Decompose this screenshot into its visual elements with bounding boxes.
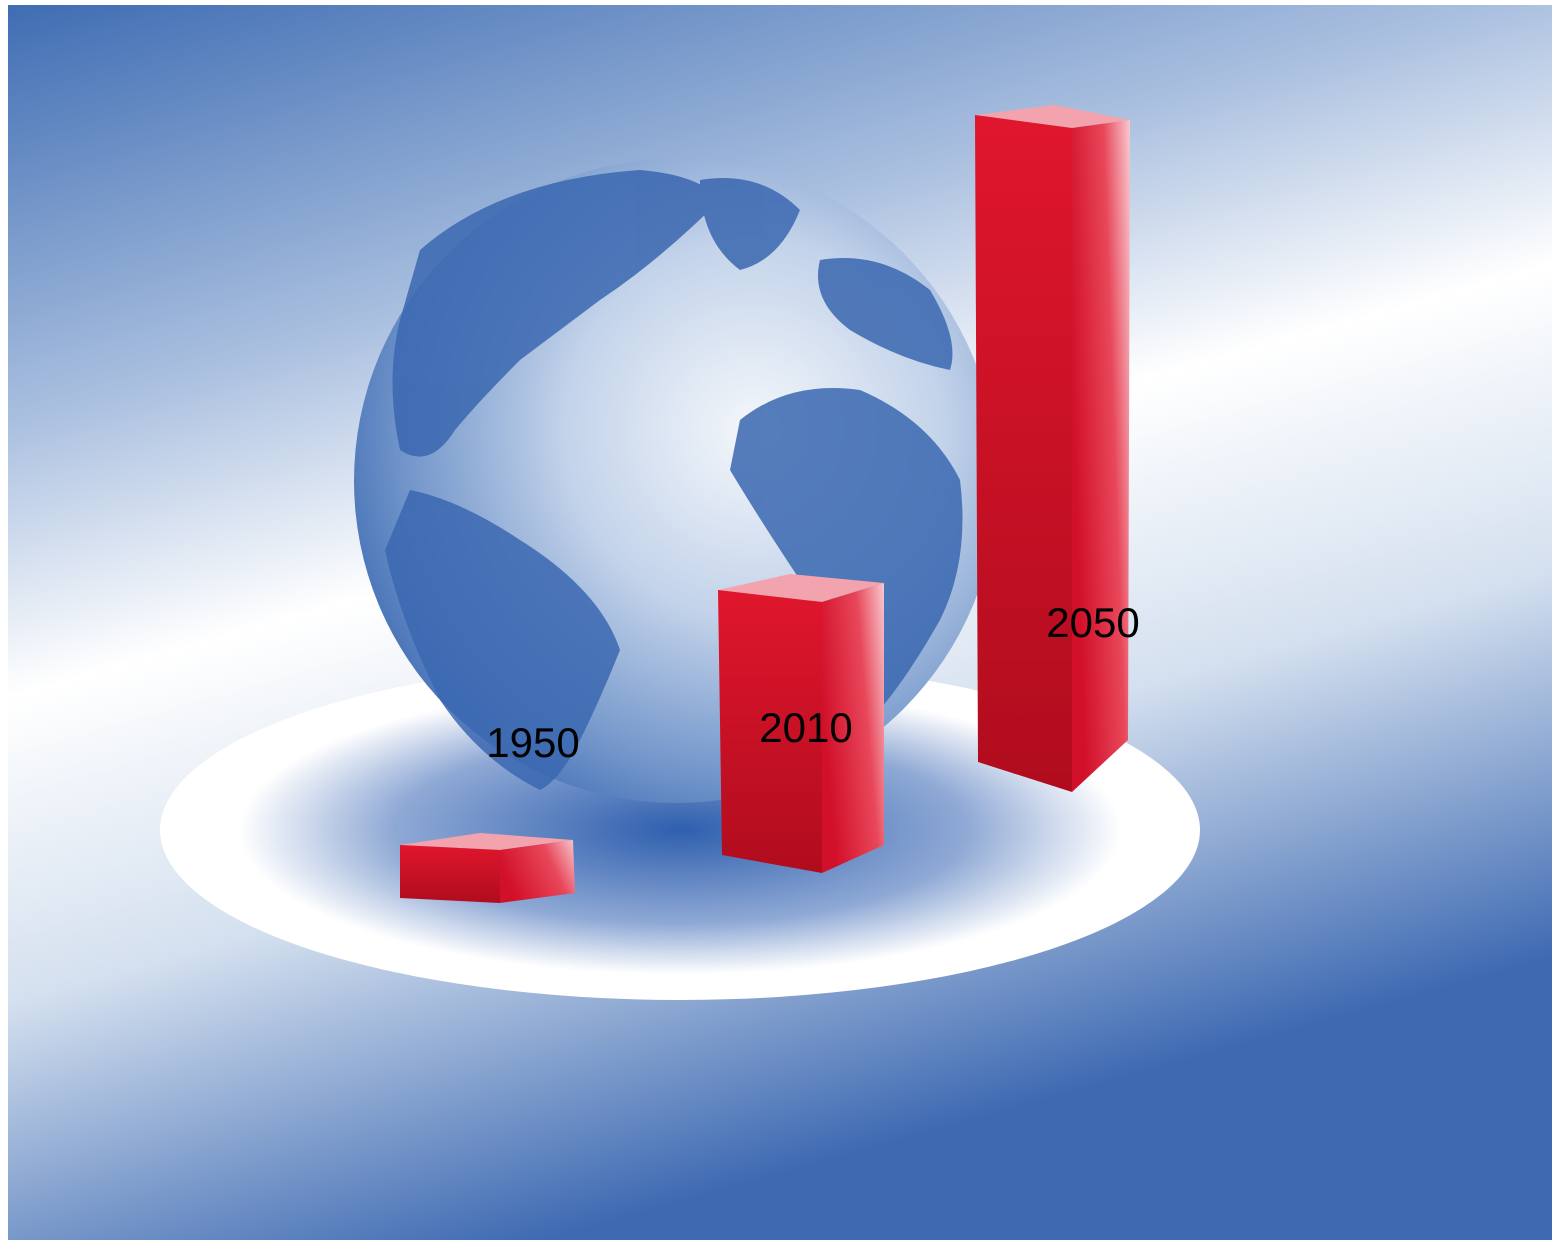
platform — [160, 660, 1200, 1000]
bar-2050 — [975, 105, 1130, 792]
continents — [385, 170, 963, 790]
bar-2010 — [718, 574, 884, 873]
year-label: 1950 — [486, 719, 579, 766]
year-label: 2050 — [1046, 599, 1139, 646]
year-label: 2010 — [759, 704, 852, 751]
bar-1950 — [400, 833, 575, 903]
